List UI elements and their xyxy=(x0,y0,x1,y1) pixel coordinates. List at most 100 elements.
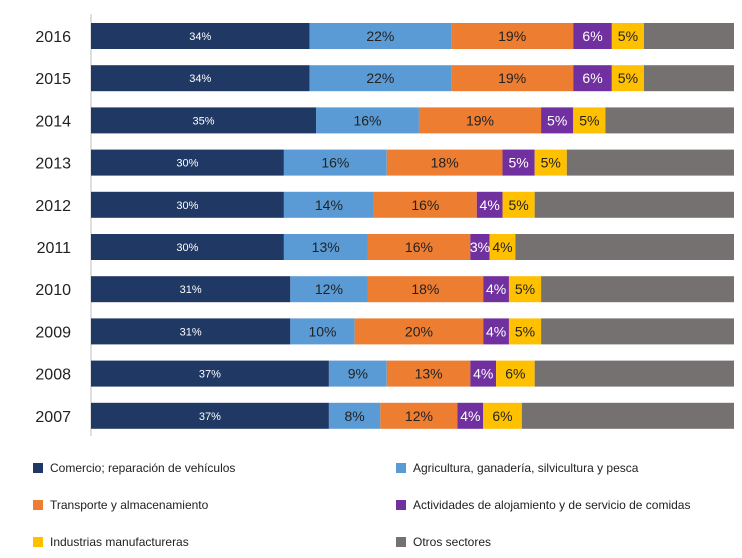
data-label: 16% xyxy=(321,155,349,171)
data-label: 5% xyxy=(618,28,638,44)
y-axis-labels: 2016 2015 2014 2013 2012 2011 2010 2009 2008 2007 xyxy=(35,29,71,426)
data-label: 5% xyxy=(515,281,535,297)
bar-segment xyxy=(611,65,644,92)
legend-label: Agricultura, ganadería, silvicultura y p… xyxy=(413,461,639,475)
bar-segment xyxy=(470,360,497,387)
data-label: 6% xyxy=(505,366,525,382)
legend-swatch xyxy=(396,463,406,473)
data-label: 4% xyxy=(473,366,493,382)
data-label: 19% xyxy=(498,28,526,44)
bar-segment xyxy=(328,402,381,429)
data-label: 5% xyxy=(541,155,561,171)
data-label: 5% xyxy=(515,323,535,339)
data-label: 20% xyxy=(405,323,433,339)
legend: Comercio; reparación de vehículos Agricul… xyxy=(0,452,742,558)
data-label: 37% xyxy=(199,411,221,423)
y-tick-label: 2016 xyxy=(35,29,71,46)
data-label: 22% xyxy=(366,28,394,44)
data-label: 6% xyxy=(582,28,602,44)
data-label: 9% xyxy=(348,366,368,382)
bar-segment xyxy=(515,234,734,260)
legend-item: Comercio; reparación de vehículos xyxy=(33,459,235,477)
bar-segment xyxy=(534,360,734,387)
data-label: 16% xyxy=(411,197,439,213)
data-label: 12% xyxy=(315,281,343,297)
data-label: 6% xyxy=(582,70,602,86)
bar-segment xyxy=(354,318,484,345)
data-label: 5% xyxy=(579,112,599,128)
y-tick-label: 2012 xyxy=(35,198,71,215)
bar-segment xyxy=(290,276,368,303)
bar-segment xyxy=(643,65,734,92)
legend-label: Otros sectores xyxy=(413,535,492,549)
bar-segment xyxy=(534,191,734,218)
data-label: 5% xyxy=(618,70,638,86)
bar-segment xyxy=(328,360,387,387)
bar-segment xyxy=(489,234,516,260)
data-label: 31% xyxy=(180,326,202,338)
legend-item: Otros sectores xyxy=(396,533,491,551)
bar-segment xyxy=(573,65,612,92)
bar-segment xyxy=(290,318,355,345)
bar-segment xyxy=(573,107,606,134)
data-label: 22% xyxy=(366,70,394,86)
data-label: 35% xyxy=(193,115,215,127)
bar-segment xyxy=(451,65,574,92)
bar-segment xyxy=(367,234,471,260)
plot-area: 34% 22% 19% 6% 5% 34% 22% 19% 6% 5% 35% 16% 19% 5% 5% 3… xyxy=(90,14,734,436)
bar-segment xyxy=(91,23,310,49)
data-label: 4% xyxy=(460,408,480,424)
bar-segment xyxy=(91,65,310,92)
data-label: 5% xyxy=(547,112,567,128)
bar-segment xyxy=(605,107,734,134)
data-label: 8% xyxy=(345,408,365,424)
bar-segment xyxy=(541,318,734,345)
data-label: 31% xyxy=(180,284,202,296)
data-label: 37% xyxy=(199,369,221,381)
data-label: 10% xyxy=(308,323,336,339)
bar-segment xyxy=(386,149,503,176)
data-label: 34% xyxy=(189,73,211,85)
data-label: 13% xyxy=(312,239,340,255)
data-label: 19% xyxy=(498,70,526,86)
bar-segment xyxy=(566,149,734,176)
bar-segment xyxy=(508,318,542,345)
bar-segment xyxy=(309,65,452,92)
bar-segment xyxy=(483,318,509,345)
y-tick-label: 2011 xyxy=(37,240,72,257)
bar-segment xyxy=(386,360,471,387)
data-label: 16% xyxy=(353,112,381,128)
bar-segment xyxy=(283,149,387,176)
bar-segment xyxy=(283,234,368,260)
bar-segment xyxy=(470,234,490,260)
data-label: 3% xyxy=(470,239,490,255)
data-label: 34% xyxy=(189,31,211,43)
legend-label: Transporte y almacenamiento xyxy=(50,498,209,512)
stacked-bar-chart: 34% 22% 19% 6% 5% 34% 22% 19% 6% 5% 35% 16% 19% 5% 5% 3… xyxy=(35,14,734,436)
bar-segment xyxy=(521,402,734,429)
data-label: 13% xyxy=(415,366,443,382)
y-tick-label: 2007 xyxy=(35,409,71,426)
bar-segment xyxy=(508,276,542,303)
bar-segment xyxy=(451,23,574,49)
bar-segment xyxy=(91,107,317,134)
legend-swatch xyxy=(33,500,43,510)
bar-segment xyxy=(502,191,535,218)
data-label: 30% xyxy=(176,200,198,212)
bar-segment xyxy=(91,191,284,218)
bar-segment xyxy=(91,318,291,345)
legend-swatch xyxy=(396,500,406,510)
legend-swatch xyxy=(33,537,43,547)
bar-segment xyxy=(309,23,452,49)
data-label: 5% xyxy=(508,155,528,171)
bar-segment xyxy=(91,360,329,387)
bar-segment xyxy=(573,23,612,49)
bar-segment xyxy=(643,23,734,49)
data-label: 4% xyxy=(486,281,506,297)
bar-segment xyxy=(367,276,484,303)
y-tick-label: 2010 xyxy=(35,282,71,299)
legend-label: Actividades de alojamiento y de servicio… xyxy=(413,498,691,512)
bar-segment xyxy=(283,191,374,218)
legend-item: Transporte y almacenamiento xyxy=(33,496,208,514)
legend-label: Comercio; reparación de vehículos xyxy=(50,461,236,475)
